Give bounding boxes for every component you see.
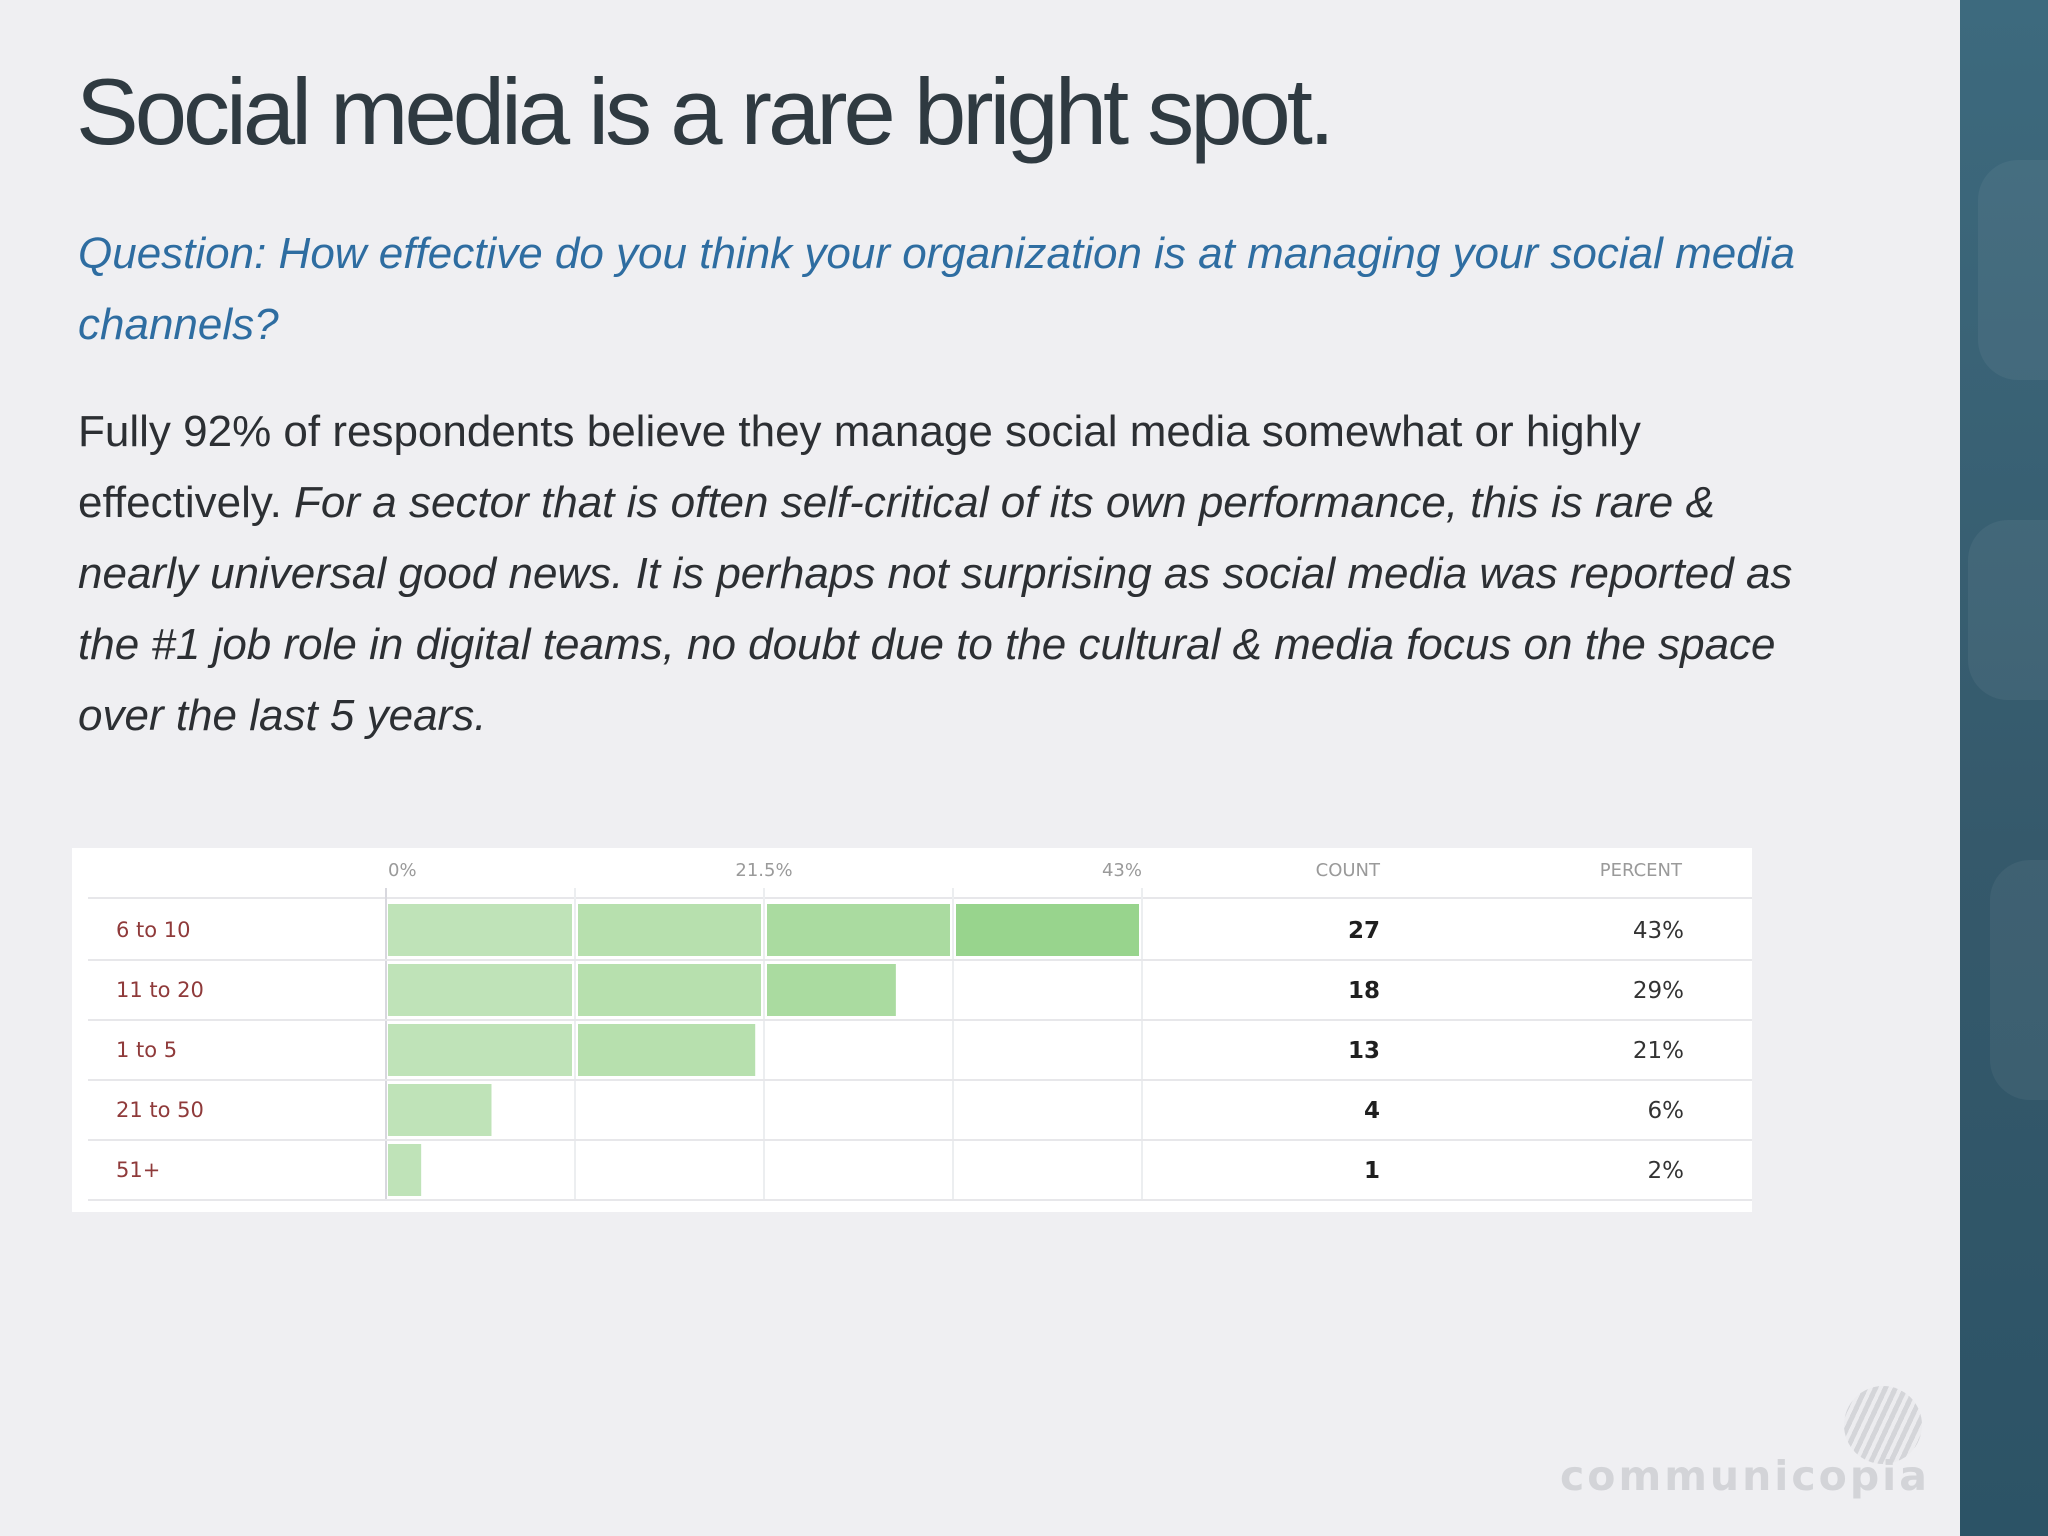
axis-tick-label: 21.5%: [735, 860, 792, 881]
axis-tick-label: 43%: [1102, 860, 1142, 881]
slide: Social media is a rare bright spot. Ques…: [72, 59, 1930, 1505]
count-value: 4: [1364, 1098, 1380, 1124]
count-value: 13: [1348, 1038, 1380, 1064]
survey-question: Question: How effective do you think you…: [78, 229, 1795, 349]
bar-6-to-10: [388, 904, 572, 956]
bar-1-to-5: [388, 1024, 572, 1076]
communicopia-logo-icon: [1844, 1386, 1922, 1464]
percent-value: 21%: [1633, 1038, 1684, 1064]
category-label: 1 to 5: [116, 1038, 177, 1062]
watermark-text: communicopia: [1560, 1452, 1930, 1500]
bar-6-to-10: [578, 904, 761, 956]
slide-title: Social media is a rare bright spot.: [76, 59, 1335, 164]
body-paragraph: Fully 92% of respondents believe they ma…: [78, 396, 1838, 751]
bar-1-to-5: [578, 1024, 756, 1076]
category-label: 21 to 50: [116, 1098, 204, 1122]
bar-21-to-50: [388, 1084, 492, 1136]
count-value: 1: [1364, 1158, 1380, 1184]
category-label: 51+: [116, 1158, 160, 1182]
side-blob: [1990, 860, 2048, 1100]
bar-6-to-10: [956, 904, 1139, 956]
bar-11-to-20: [388, 964, 572, 1016]
category-label: 11 to 20: [116, 978, 204, 1002]
count-value: 27: [1348, 918, 1380, 944]
side-blob: [1978, 160, 2048, 380]
body-italic-text: For a sector that is often self-critical…: [78, 478, 1793, 740]
bar-11-to-20: [767, 964, 896, 1016]
category-label: 6 to 10: [116, 918, 191, 942]
communicopia-watermark: communicopia: [1560, 1380, 1930, 1505]
percent-value: 6%: [1648, 1098, 1685, 1124]
bar-51-: [388, 1144, 422, 1196]
side-blob: [1968, 520, 2048, 700]
axis-tick-label: 0%: [388, 860, 417, 881]
percent-value: 29%: [1633, 978, 1684, 1004]
percent-column-header: PERCENT: [1600, 860, 1683, 881]
results-chart: 0% 21.5% 43% COUNT PERCENT 6 to 10 27 43% 11 to …: [72, 848, 1752, 1212]
percent-value: 2%: [1648, 1158, 1685, 1184]
bar-11-to-20: [578, 964, 761, 1016]
count-value: 18: [1348, 978, 1380, 1004]
side-decoration-panel: [1960, 0, 2048, 1536]
count-column-header: COUNT: [1316, 860, 1381, 881]
bar-6-to-10: [767, 904, 950, 956]
percent-value: 43%: [1633, 918, 1684, 944]
body-plain-text: Fully 92% of respondents believe they ma…: [78, 407, 1641, 527]
